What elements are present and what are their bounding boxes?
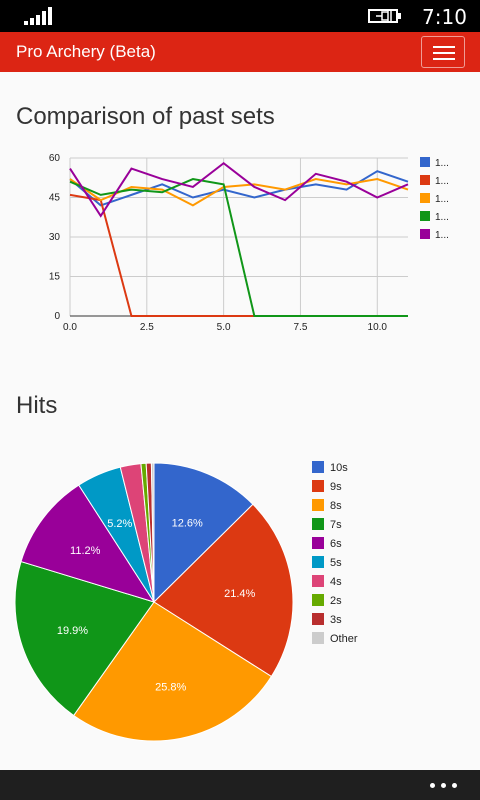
more-button[interactable] xyxy=(428,776,460,794)
legend-label: 4s xyxy=(330,576,342,588)
more-dots-icon xyxy=(452,783,457,788)
legend-swatch xyxy=(312,594,324,606)
legend-swatch xyxy=(312,461,324,473)
hamburger-menu-icon xyxy=(433,52,455,54)
y-tick-label: 60 xyxy=(49,153,61,164)
series-line xyxy=(69,162,409,218)
legend-label: 1... xyxy=(435,194,449,205)
line-chart: 0.0 2.5 5.0 7.5 10.0 0 15 30 45 60 1... 1... 1... 1..… xyxy=(49,153,449,333)
legend-label: 9s xyxy=(330,481,342,493)
app-bar-bottom xyxy=(0,770,480,800)
legend-label: 8s xyxy=(330,500,342,512)
x-tick-label: 7.5 xyxy=(294,322,308,333)
series-line xyxy=(69,193,408,317)
y-tick-label: 30 xyxy=(49,232,61,243)
pie-slice xyxy=(153,503,294,678)
legend-swatch xyxy=(312,556,324,568)
legend-label: 10s xyxy=(330,462,348,474)
x-tick-label: 5.0 xyxy=(217,322,231,333)
legend-label: Other xyxy=(330,633,358,645)
legend-label: 5s xyxy=(330,557,342,569)
hamburger-menu-icon xyxy=(433,58,455,60)
app-header: Pro Archery (Beta) xyxy=(0,32,480,72)
legend-label: 1... xyxy=(435,158,449,169)
legend-swatch xyxy=(312,537,324,549)
more-dots-icon xyxy=(430,783,435,788)
app-title: Pro Archery (Beta) xyxy=(16,42,156,61)
legend-swatch xyxy=(420,175,430,185)
more-dots-icon xyxy=(441,783,446,788)
slice-label: 11.2% xyxy=(70,545,101,557)
legend-label: 6s xyxy=(330,538,342,550)
legend-swatch xyxy=(312,575,324,587)
slice-label: 21.4% xyxy=(224,588,255,600)
legend-label: 2s xyxy=(330,595,342,607)
menu-button[interactable] xyxy=(421,36,465,68)
y-tick-label: 15 xyxy=(49,272,61,283)
series-line xyxy=(69,178,408,317)
line-chart-title: Comparison of past sets xyxy=(16,103,275,130)
legend-swatch xyxy=(312,480,324,492)
status-bar: 7:10 xyxy=(0,0,480,32)
pie-slice xyxy=(73,601,273,742)
series-line xyxy=(69,170,409,207)
pie-slice xyxy=(153,462,254,604)
pie-slice xyxy=(20,484,156,603)
y-tick-label: 45 xyxy=(49,193,61,204)
legend-label: 1... xyxy=(435,212,449,223)
legend-label: 7s xyxy=(330,519,342,531)
legend-label: 3s xyxy=(330,614,342,626)
legend-swatch xyxy=(312,613,324,625)
legend-swatch xyxy=(312,518,324,530)
signal-bars-icon xyxy=(24,7,52,25)
legend-swatch xyxy=(420,211,430,221)
pie-chart-title: Hits xyxy=(16,392,58,419)
x-tick-label: 2.5 xyxy=(140,322,154,333)
slice-label: 12.6% xyxy=(172,517,203,529)
legend-swatch xyxy=(420,193,430,203)
pie-slice xyxy=(14,560,155,717)
legend-label: 1... xyxy=(435,176,449,187)
legend-label: 1... xyxy=(435,230,449,241)
y-tick-label: 0 xyxy=(54,311,60,322)
x-tick-label: 10.0 xyxy=(368,322,388,333)
slice-label: 5.2% xyxy=(107,518,132,530)
legend-swatch xyxy=(420,229,430,239)
legend-swatch xyxy=(312,632,324,644)
battery-charging-icon xyxy=(368,9,401,23)
clock-time: 7:10 xyxy=(422,5,467,29)
x-tick-label: 0.0 xyxy=(63,322,77,333)
legend-swatch xyxy=(312,499,324,511)
legend-swatch xyxy=(420,157,430,167)
pie-chart: 12.6% 21.4% 25.8% 19.9% 11.2% 5.2% 10s 9s 8s 7s 6s… xyxy=(14,461,358,742)
hamburger-menu-icon xyxy=(433,46,455,48)
slice-label: 25.8% xyxy=(155,682,186,694)
pie-slice xyxy=(150,462,155,603)
slice-label: 19.9% xyxy=(57,625,88,637)
